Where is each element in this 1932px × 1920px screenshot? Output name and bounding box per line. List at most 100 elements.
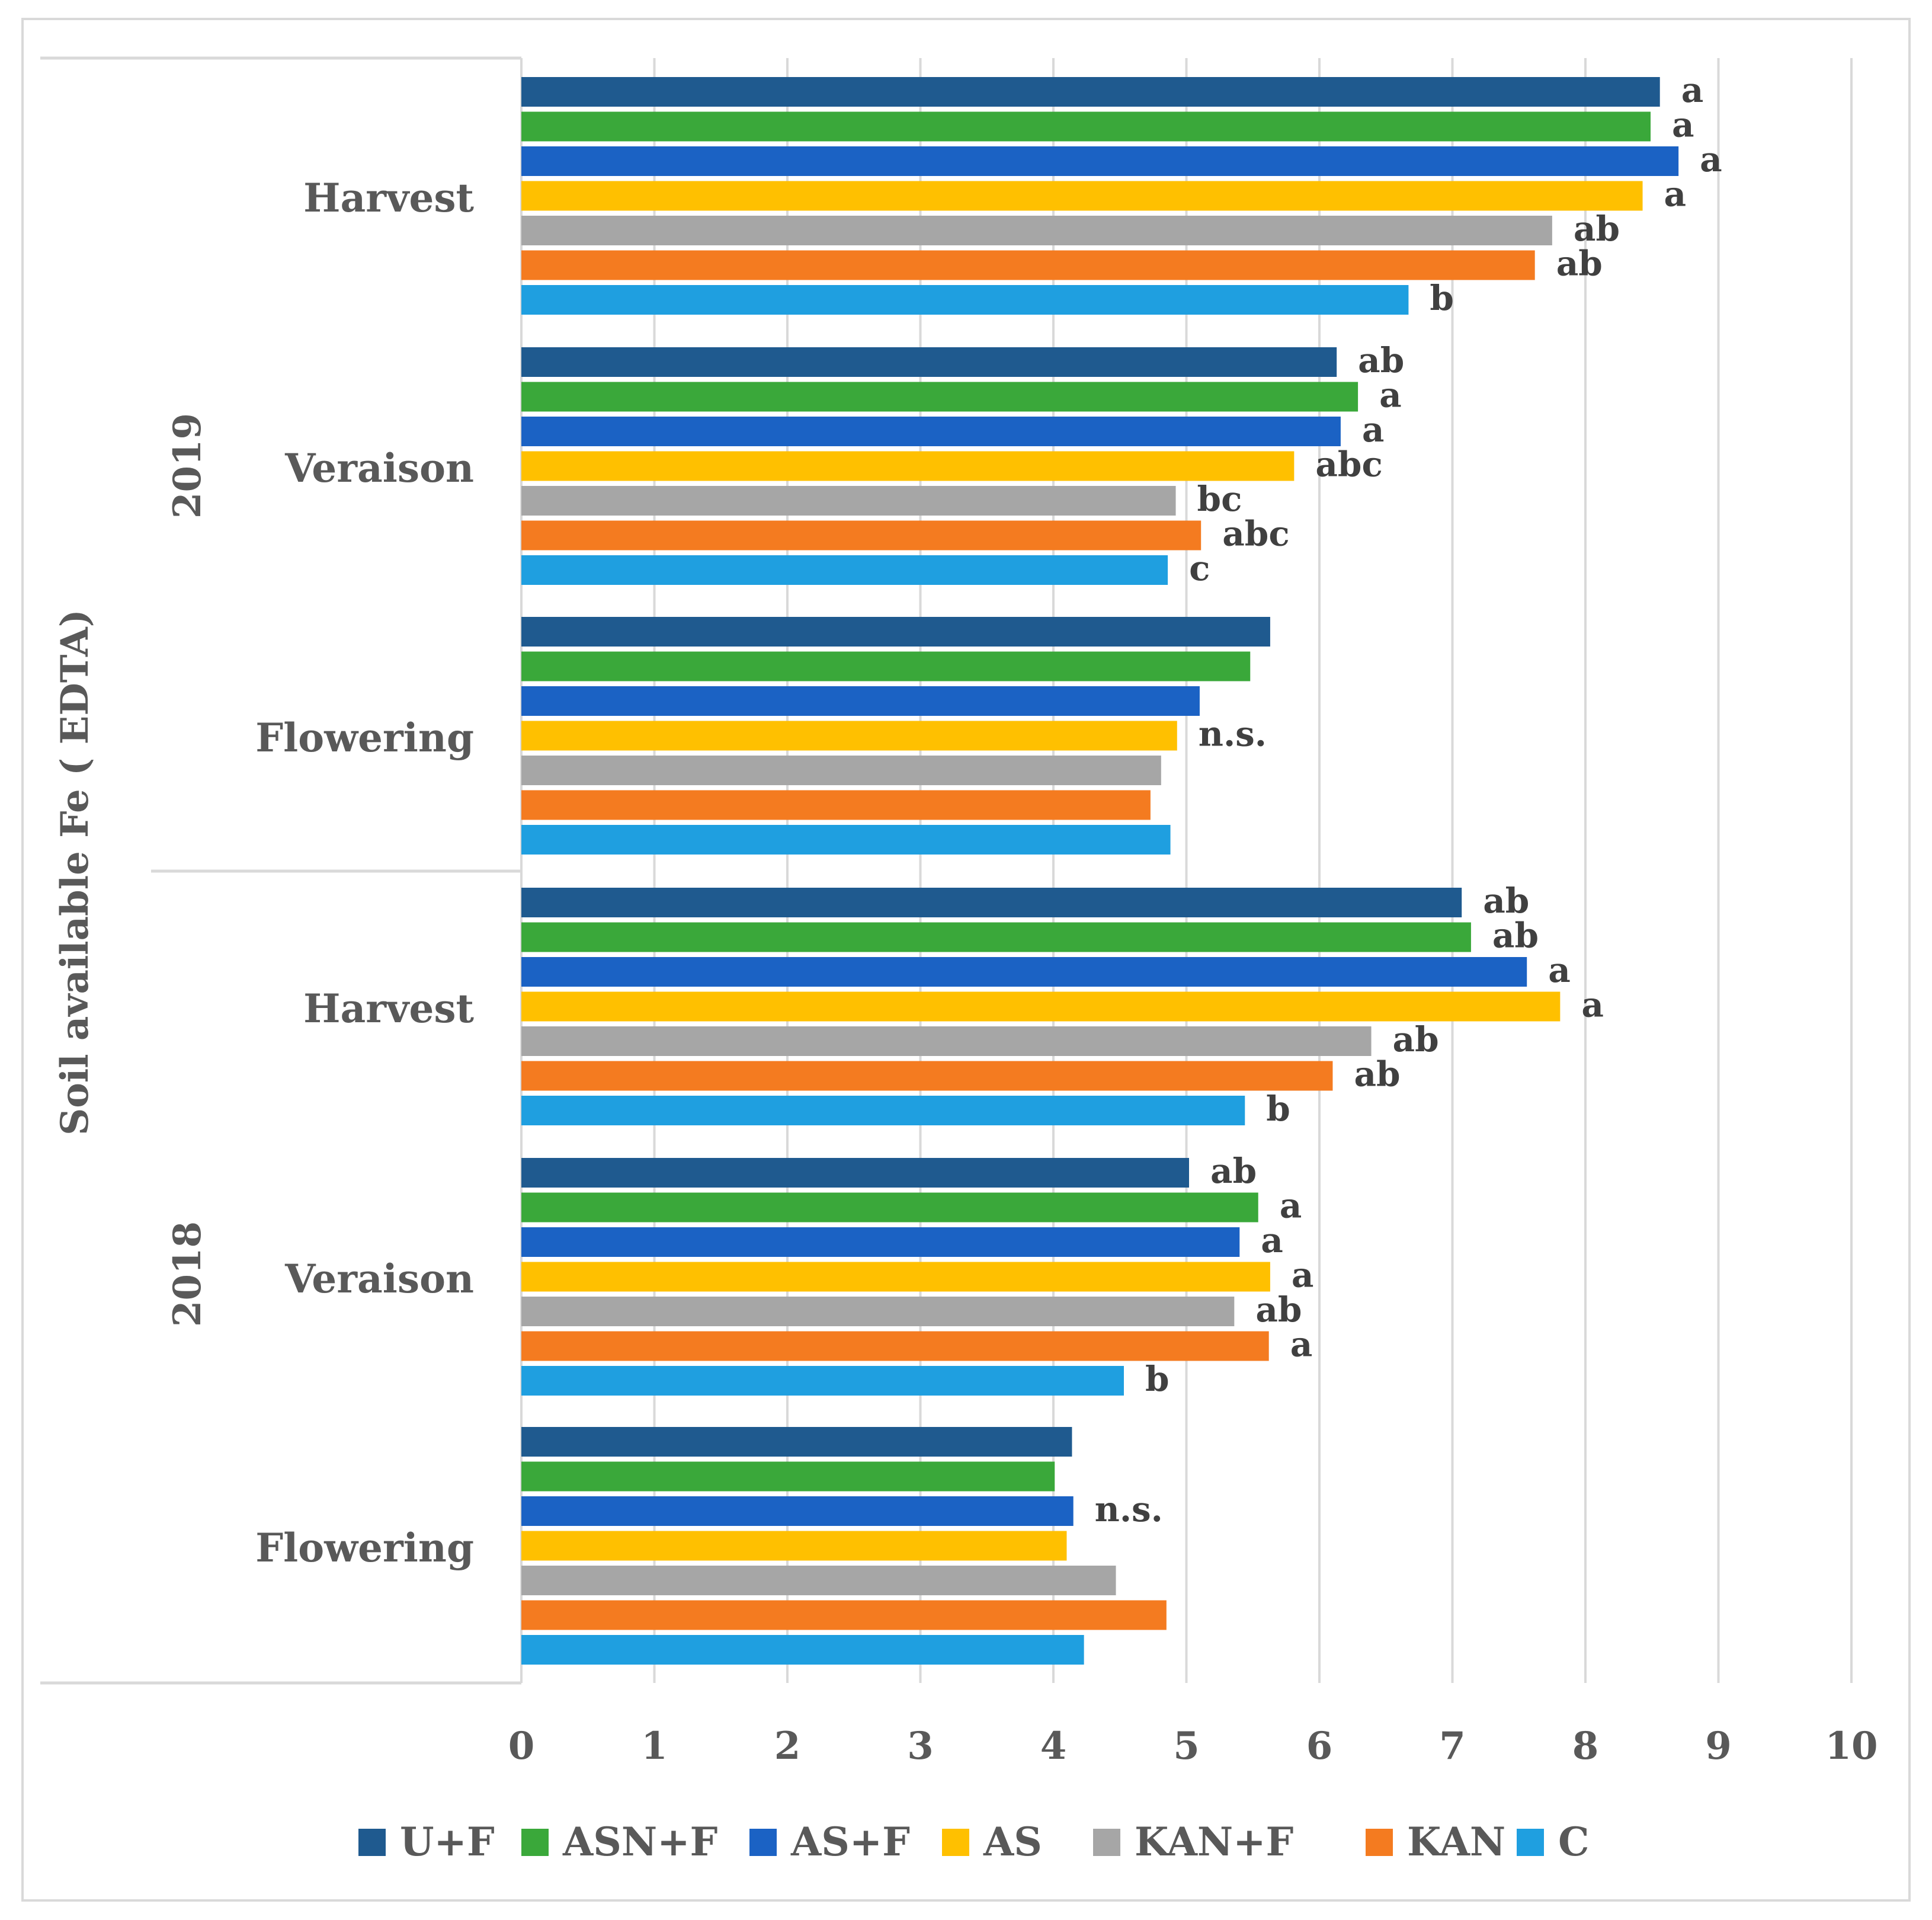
sig-letter-veraison-2018-kan-plusf: ab [1255,1289,1302,1330]
bar-veraison-2018-asn-plusf [521,1192,1258,1223]
bar-harvest-2019-u-plusf [521,77,1660,107]
category-label-harvest-2018: Harvest [303,985,474,1032]
year-label-2018: 2018 [165,1221,210,1327]
bar-flowering-2019-kan-plusf [521,756,1161,785]
x-tick-label-2: 2 [774,1724,801,1768]
bar-veraison-2019-asn-plusf [521,382,1359,412]
x-tick-label-10: 10 [1825,1724,1877,1768]
x-tick-label-3: 3 [907,1724,934,1768]
sig-letter-harvest-2019-u-plusf: a [1681,70,1704,110]
bar-flowering-2019-as-plusf [521,686,1200,716]
legend-label-kan-plusf: KAN+F [1135,1819,1293,1865]
bar-veraison-2018-kan [521,1331,1269,1361]
sig-letter-veraison-2018-asn-plusf: a [1280,1186,1302,1226]
bar-veraison-2019-as [521,451,1295,481]
legend-swatch-asn-plusf [521,1829,549,1856]
bar-harvest-2019-as [521,181,1643,211]
x-tick-label-9: 9 [1705,1724,1732,1768]
x-tick-label-8: 8 [1572,1724,1599,1768]
bar-flowering-2018-as-plusf [521,1496,1074,1526]
legend-label-as-plusf: AS+F [790,1819,910,1865]
sig-letter-harvest-2018-c: b [1266,1089,1290,1129]
bar-harvest-2019-asn-plusf [521,111,1651,142]
bar-harvest-2018-c [521,1096,1245,1125]
sig-letter-harvest-2019-as: a [1664,174,1687,215]
bar-veraison-2018-as [521,1262,1270,1292]
sig-letter-veraison-2018-kan: a [1290,1324,1313,1365]
x-tick-label-1: 1 [641,1724,668,1768]
significance-letters: aaaaababbabaaabcbcabccn.s.ababaaababbaba… [1095,70,1722,1529]
sig-letter-harvest-2018-as: a [1581,985,1604,1025]
legend-swatch-u-plusf [358,1829,386,1856]
bar-flowering-2018-as [521,1531,1067,1561]
legend-label-c: C [1558,1819,1590,1865]
sig-letter-harvest-2019-as-plusf: a [1700,139,1722,180]
bar-veraison-2019-as-plusf [521,417,1341,446]
bar-flowering-2018-kan [521,1600,1167,1630]
legend-swatch-kan [1366,1829,1393,1856]
sig-letter-veraison-2019-c: c [1189,548,1210,588]
bar-veraison-2019-kan [521,520,1202,551]
bar-harvest-2018-u-plusf [521,888,1462,917]
legend-swatch-as [942,1829,969,1856]
bar-veraison-2019-c [521,555,1168,585]
bar-veraison-2019-u-plusf [521,347,1337,377]
category-label-harvest-2019: Harvest [303,175,474,221]
x-tick-label-7: 7 [1439,1724,1466,1768]
x-tick-label-5: 5 [1173,1724,1200,1768]
bar-flowering-2019-asn-plusf [521,651,1251,681]
sig-letter-veraison-2018-c: b [1145,1359,1170,1399]
sig-letter-harvest-2018-u-plusf: ab [1483,881,1529,921]
legend-label-u-plusf: U+F [400,1819,495,1865]
legend-swatch-c [1517,1829,1544,1856]
sig-letter-harvest-2019-c: b [1430,278,1454,318]
category-label-flowering-2018: Flowering [255,1525,474,1571]
sig-letter-harvest-2019-kan-plusf: ab [1574,209,1620,249]
bar-flowering-2018-kan-plusf [521,1566,1116,1595]
bar-harvest-2019-kan [521,250,1535,280]
sig-letter-veraison-2018-u-plusf: ab [1210,1151,1257,1191]
bar-harvest-2018-as-plusf [521,957,1527,987]
sig-letter-harvest-2019-kan: ab [1556,244,1603,284]
x-axis-ticks: 0 1 2 3 4 5 6 7 8 9 10 [508,1724,1878,1768]
bar-veraison-2018-c [521,1366,1124,1396]
bar-harvest-2018-asn-plusf [521,922,1471,952]
legend-label-asn-plusf: ASN+F [562,1819,717,1865]
year-label-2019: 2019 [165,413,210,519]
sig-letter-veraison-2019-as: abc [1315,444,1382,485]
legend-label-kan: KAN [1407,1819,1505,1865]
sig-letter-harvest-2018-as-plusf: a [1548,950,1571,990]
bar-harvest-2018-as [521,991,1561,1022]
legend-label-as: AS [983,1819,1042,1865]
bar-veraison-2018-as-plusf [521,1227,1240,1257]
bar-harvest-2019-c [521,285,1409,315]
bar-flowering-2018-asn-plusf [521,1461,1055,1492]
sig-letter-harvest-2018-kan-plusf: ab [1393,1019,1439,1060]
bar-harvest-2019-as-plusf [521,146,1679,176]
bar-flowering-2019-as [521,721,1177,751]
gridlines [40,56,1853,1685]
bars [521,77,1679,1665]
sig-letter-veraison-2019-as-plusf: a [1362,409,1385,450]
category-label-veraison-2019: Veraison [284,445,474,491]
y-axis-label: Soil available Fe ( EDTA) [53,609,97,1135]
sig-letter-harvest-2018-asn-plusf: ab [1492,916,1539,956]
sig-letter-veraison-2019-kan: abc [1222,514,1289,554]
sig-letter-flowering-2019-as: n.s. [1199,714,1267,754]
sig-letter-flowering-2018-as-plusf: n.s. [1095,1489,1163,1529]
category-axis: Harvest Veraison Flowering Harvest Veraison F… [165,175,475,1571]
legend-swatch-as-plusf [749,1829,777,1856]
sig-letter-harvest-2018-kan: ab [1354,1054,1400,1095]
category-label-veraison-2018: Veraison [284,1256,474,1302]
bar-flowering-2018-u-plusf [521,1427,1072,1457]
bar-harvest-2018-kan [521,1061,1333,1091]
sig-letter-veraison-2018-as: a [1292,1255,1314,1295]
bar-veraison-2019-kan-plusf [521,486,1176,516]
bar-harvest-2019-kan-plusf [521,216,1552,245]
category-label-flowering-2019: Flowering [255,715,474,761]
x-tick-label-0: 0 [508,1724,535,1768]
legend: U+F ASN+F AS+F AS KAN+F KAN C [358,1819,1590,1865]
sig-letter-veraison-2019-asn-plusf: a [1379,375,1402,415]
bar-flowering-2019-kan [521,790,1151,820]
